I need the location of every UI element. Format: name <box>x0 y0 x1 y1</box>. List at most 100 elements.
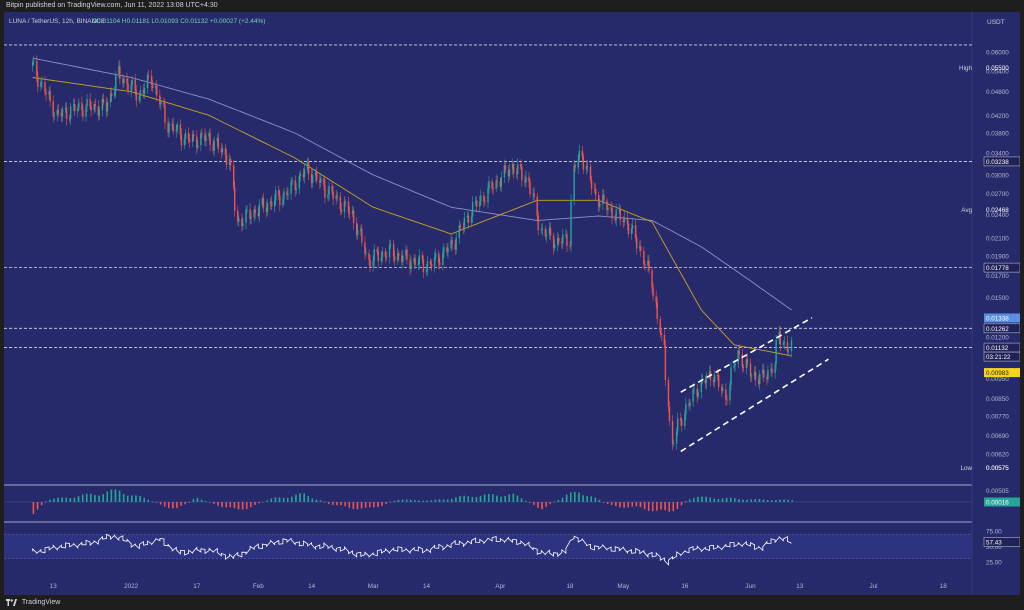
candle-body <box>622 220 625 223</box>
time-tick-label: 14 <box>423 583 431 590</box>
candle-body <box>770 368 772 371</box>
oscillator-bar <box>90 494 92 502</box>
time-tick-label: Mar <box>368 583 379 590</box>
candle-body <box>528 176 530 182</box>
chart-canvas[interactable]: LUNA / TetherUS, 12h, BINANCE O0.01104 H… <box>4 12 1021 597</box>
candle-body <box>757 379 760 384</box>
candle <box>470 210 473 226</box>
candle <box>344 198 347 207</box>
candle-body <box>266 203 269 212</box>
candle <box>787 346 790 357</box>
candle <box>323 174 325 191</box>
candle-body <box>623 217 626 223</box>
candle <box>540 223 543 234</box>
oscillator-bar <box>274 497 277 502</box>
candle-body <box>631 225 634 229</box>
candle-body <box>716 374 719 376</box>
oscillator-bar <box>57 497 59 502</box>
candle <box>398 250 400 262</box>
candle <box>648 255 650 274</box>
candle-body <box>385 256 388 258</box>
candle <box>635 234 638 255</box>
oscillator-bar <box>221 502 223 508</box>
oscillator-bar <box>553 502 556 503</box>
candle <box>725 383 727 406</box>
price-tick-label: 0.06000 <box>986 50 1009 57</box>
candle <box>37 71 39 93</box>
candle-body <box>97 106 100 116</box>
candle <box>147 69 150 80</box>
candle-body <box>78 102 80 109</box>
candle-body <box>426 261 429 271</box>
candle-body <box>109 93 112 103</box>
candle-body <box>470 216 473 223</box>
oscillator-bar <box>475 497 478 502</box>
candle-body <box>462 227 465 229</box>
price-tick-label: 0.03800 <box>986 131 1009 138</box>
candle-body <box>249 209 251 219</box>
candle <box>105 96 108 118</box>
candle <box>586 160 589 173</box>
candle-body <box>347 201 350 213</box>
candle <box>405 244 407 261</box>
candle-body <box>500 177 503 187</box>
candle-body <box>105 102 108 112</box>
tradingview-logo-icon <box>6 598 17 606</box>
candle-body <box>48 91 50 95</box>
candle <box>558 233 560 247</box>
candle <box>549 222 552 241</box>
publish-info: Bitpin published on TradingView.com, Jun… <box>6 2 218 9</box>
candle <box>451 236 453 250</box>
candle-body <box>511 164 514 170</box>
time-tick-label: Feb <box>253 583 264 590</box>
candle-body <box>532 193 534 195</box>
candle <box>757 375 760 387</box>
candle <box>704 375 707 389</box>
candle-body <box>123 78 125 84</box>
oscillator-bar <box>524 500 527 502</box>
candle-body <box>754 371 757 380</box>
candle-body <box>630 228 633 234</box>
oscillator-bar <box>652 502 654 512</box>
candle-body <box>786 341 789 352</box>
candle-body <box>377 251 379 262</box>
candle-body <box>451 240 453 245</box>
candle <box>336 192 338 202</box>
candle-body <box>413 258 415 263</box>
candle <box>291 177 293 186</box>
price-label-name: Low <box>960 465 972 472</box>
candle-body <box>320 177 322 183</box>
candle <box>316 167 318 184</box>
candle <box>319 174 321 190</box>
candle-body <box>315 172 317 176</box>
oscillator-bar <box>602 502 605 503</box>
oscillator-bar <box>594 498 597 502</box>
candle-body <box>439 263 441 266</box>
price-tick-label: 0.04200 <box>986 113 1009 120</box>
oscillator-bar <box>533 502 535 506</box>
candle-body <box>209 133 211 145</box>
oscillator-bar <box>122 495 125 502</box>
candle <box>480 189 482 206</box>
candle <box>737 346 739 369</box>
candle <box>581 145 584 163</box>
candle <box>208 130 210 141</box>
candle-body <box>164 105 166 123</box>
candle-body <box>562 234 564 244</box>
candle <box>224 143 227 162</box>
candle <box>228 153 231 170</box>
candle <box>696 384 698 403</box>
oscillator-bar <box>225 502 227 508</box>
candle <box>593 182 596 193</box>
oscillator-bar <box>360 502 363 509</box>
oscillator-bar <box>524 501 527 503</box>
candle <box>521 164 523 187</box>
candle <box>389 240 392 249</box>
candle <box>754 365 757 386</box>
candle <box>606 197 608 216</box>
candle <box>393 250 396 266</box>
candle <box>269 197 272 210</box>
candle-body <box>310 174 313 184</box>
candle-body <box>425 270 428 272</box>
candle <box>541 223 544 237</box>
